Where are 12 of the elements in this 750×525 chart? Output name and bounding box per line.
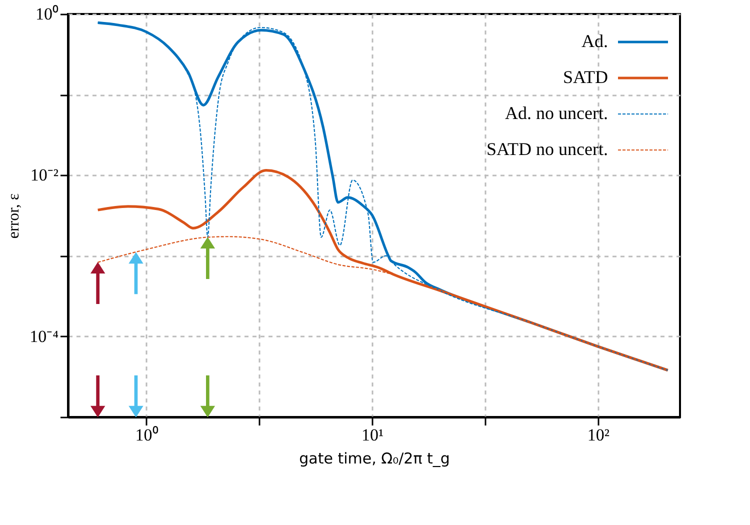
- y-tick-label: 10⁰: [36, 4, 58, 24]
- x-tick-label: 10⁰: [135, 426, 158, 444]
- y-tick-label: 10⁻⁴: [30, 326, 59, 346]
- legend-label: SATD no uncert.: [486, 139, 608, 159]
- x-tick-label: 10¹: [362, 426, 384, 444]
- y-tick-label: 10⁻²: [30, 166, 58, 185]
- x-axis-title: gate time, Ω₀/2π t_g: [299, 450, 450, 468]
- x-tick-label: 10²: [587, 426, 610, 444]
- legend-label: SATD: [562, 67, 608, 87]
- legend-label: Ad. no uncert.: [505, 103, 608, 123]
- legend-label: Ad.: [582, 31, 608, 51]
- y-axis-title: error, ε: [6, 193, 23, 239]
